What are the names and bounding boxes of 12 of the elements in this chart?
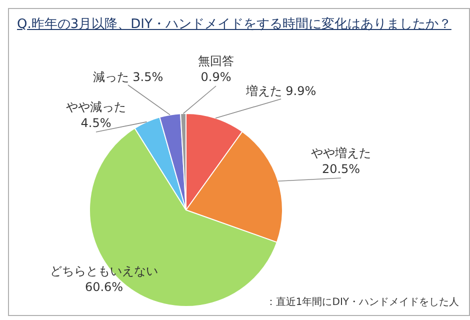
slice-label: やや減った — [66, 100, 126, 114]
data-label: 4.5% — [80, 116, 112, 130]
data-label: 20.5% — [322, 162, 360, 176]
data-label: 0.9% — [200, 70, 232, 84]
text: ：直近1年間にDIY・ハンドメイドをした人 — [266, 296, 459, 309]
data-label: 60.6% — [84, 280, 124, 294]
slice-label: 減った 3.5% — [92, 70, 164, 84]
slice-label: やや増えた — [311, 146, 371, 160]
chart-title: Q.昨年の3月以降、DIY・ハンドメイドをする時間に変化はありましたか？ — [17, 16, 452, 33]
slice-label: 無回答 — [198, 54, 234, 68]
slice-label: 増えた 9.9% — [244, 84, 316, 98]
slice-label: どちらともいえない — [50, 264, 158, 278]
